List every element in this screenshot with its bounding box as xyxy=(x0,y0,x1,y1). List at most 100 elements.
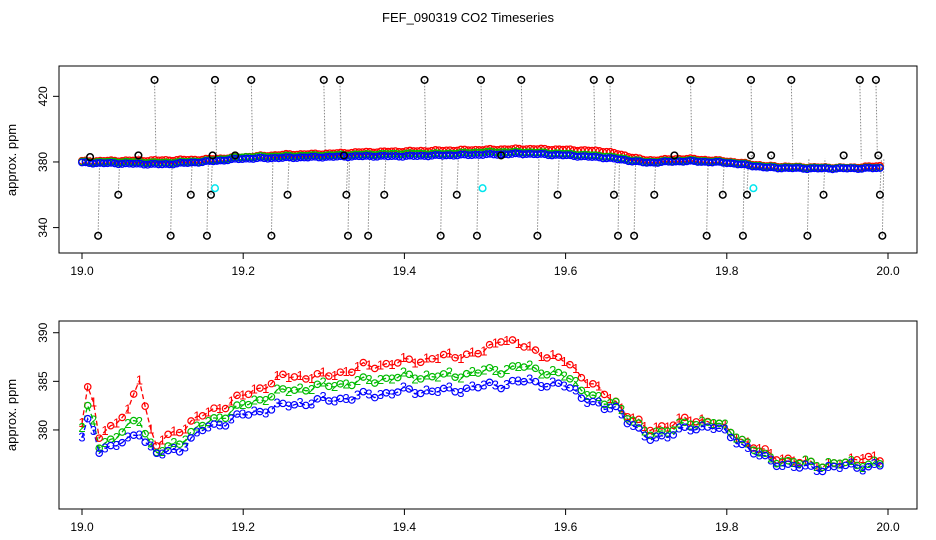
top-point-series-3 xyxy=(169,160,178,169)
bottom-marker-series-3: 3 xyxy=(859,463,866,478)
bottom-marker-series-1: 1 xyxy=(297,368,304,383)
bottom-marker-series-1: 1 xyxy=(733,431,740,446)
bottom-marker-series-1: 1 xyxy=(113,416,120,431)
top-point-series-3 xyxy=(697,158,706,166)
bottom-line-series-2 xyxy=(81,364,881,469)
bottom-point-series-2 xyxy=(313,380,322,389)
top-point-series-3 xyxy=(493,150,502,159)
bottom-y-tick-label: 380 xyxy=(36,420,50,440)
outlier-point xyxy=(339,151,349,160)
bottom-marker-series-2: 2 xyxy=(377,372,384,387)
top-point-series-3 xyxy=(223,156,232,165)
top-point-series-3 xyxy=(511,149,520,158)
bottom-marker-series-3: 3 xyxy=(423,382,430,397)
outlier-point xyxy=(420,75,429,84)
bottom-point-series-2 xyxy=(141,429,149,438)
outlier-point xyxy=(342,190,351,199)
bottom-marker-series-1: 1 xyxy=(216,401,223,416)
bottom-marker-series-2: 2 xyxy=(710,416,717,431)
top-point-series-3 xyxy=(475,150,484,159)
outlier-point xyxy=(114,190,123,199)
bottom-marker-series-3: 3 xyxy=(687,423,694,438)
outlier-point xyxy=(476,75,486,84)
outlier-point xyxy=(613,231,623,240)
bottom-marker-series-3: 3 xyxy=(664,429,671,444)
bottom-point-series-3 xyxy=(221,422,230,430)
top-axes: 19.0 19.2 19.4 19.6 19.8 20.0 340 380 420 xyxy=(36,86,900,278)
bottom-point-series-2 xyxy=(290,386,299,394)
bottom-marker-series-3: 3 xyxy=(538,379,545,394)
bottom-point-series-2 xyxy=(221,414,230,423)
bottom-point-series-2 xyxy=(646,431,655,440)
outlier-drop-line xyxy=(690,79,693,159)
bottom-marker-series-2: 2 xyxy=(675,415,682,430)
bottom-marker-series-3: 3 xyxy=(331,393,338,408)
bottom-marker-series-2: 2 xyxy=(365,372,372,387)
top-point-series-3 xyxy=(617,155,626,164)
bottom-point-series-3 xyxy=(428,387,436,396)
bottom-marker-series-2: 2 xyxy=(526,357,533,372)
bottom-marker-series-3: 3 xyxy=(733,436,740,451)
bottom-marker-series-1: 1 xyxy=(469,344,476,359)
bottom-point-series-2 xyxy=(566,374,574,383)
top-point-series-3 xyxy=(398,152,407,161)
bottom-marker-series-3: 3 xyxy=(813,463,820,478)
bottom-point-series-3 xyxy=(520,377,528,386)
outlier-drop-line xyxy=(383,158,387,195)
bottom-marker-series-1: 1 xyxy=(308,371,315,386)
top-point-series-3 xyxy=(263,154,272,163)
bottom-marker-series-1: 1 xyxy=(503,333,510,348)
bottom-marker-series-1: 1 xyxy=(423,350,430,365)
outlier-point xyxy=(319,75,328,84)
bottom-point-series-1 xyxy=(416,358,425,367)
top-point-series-3 xyxy=(318,153,327,162)
bottom-marker-series-1: 1 xyxy=(274,368,281,383)
bottom-point-series-3 xyxy=(876,462,884,470)
top-point-series-3 xyxy=(431,150,440,159)
bottom-marker-series-2: 2 xyxy=(342,376,349,391)
top-point-series-3 xyxy=(118,160,127,168)
top-point-series-3 xyxy=(675,157,684,166)
top-point-series-3 xyxy=(322,153,331,161)
bottom-marker-series-1: 1 xyxy=(101,423,108,438)
bottom-point-series-3 xyxy=(290,400,299,409)
bottom-point-series-1 xyxy=(336,368,345,376)
bottom-point-series-1 xyxy=(106,421,115,430)
bottom-marker-series-3: 3 xyxy=(159,447,166,462)
bottom-marker-series-3: 3 xyxy=(457,385,464,400)
bottom-marker-series-3: 3 xyxy=(124,429,131,444)
bottom-point-series-3 xyxy=(382,389,391,397)
top-point-series-3 xyxy=(839,164,848,173)
outlier-drop-line xyxy=(347,158,350,236)
bottom-point-series-2 xyxy=(336,380,345,388)
outlier-drop-line xyxy=(613,158,616,195)
top-point-series-3 xyxy=(741,160,750,169)
outlier-drop-line xyxy=(520,79,524,159)
bottom-marker-series-2: 2 xyxy=(228,403,235,418)
top-point-series-3 xyxy=(701,157,709,166)
bottom-marker-series-2: 2 xyxy=(848,453,855,468)
top-point-series-3 xyxy=(522,150,531,159)
bottom-point-series-3 xyxy=(164,446,172,455)
bottom-point-series-3 xyxy=(864,462,873,471)
bottom-marker-series-2: 2 xyxy=(147,435,154,450)
top-point-series-3 xyxy=(515,149,524,158)
bottom-marker-series-2: 2 xyxy=(170,435,177,450)
bottom-marker-series-3: 3 xyxy=(400,379,407,394)
bottom-marker-series-3: 3 xyxy=(871,456,878,471)
top-point-series-3 xyxy=(795,163,804,172)
top-point-series-3 xyxy=(110,159,119,168)
bottom-marker-series-3: 3 xyxy=(572,383,579,398)
top-point-series-3 xyxy=(613,155,622,164)
bottom-marker-series-1: 1 xyxy=(457,351,464,366)
bottom-marker-series-2: 2 xyxy=(285,384,292,399)
bottom-marker-series-1: 1 xyxy=(342,364,349,379)
bottom-point-series-3 xyxy=(577,394,586,403)
bottom-point-series-2 xyxy=(703,418,712,426)
top-point-series-3 xyxy=(456,150,465,159)
top-point-series-3 xyxy=(81,158,90,167)
bottom-point-series-2 xyxy=(520,363,528,371)
top-point-series-3 xyxy=(850,164,859,173)
top-point-series-3 xyxy=(868,164,877,173)
